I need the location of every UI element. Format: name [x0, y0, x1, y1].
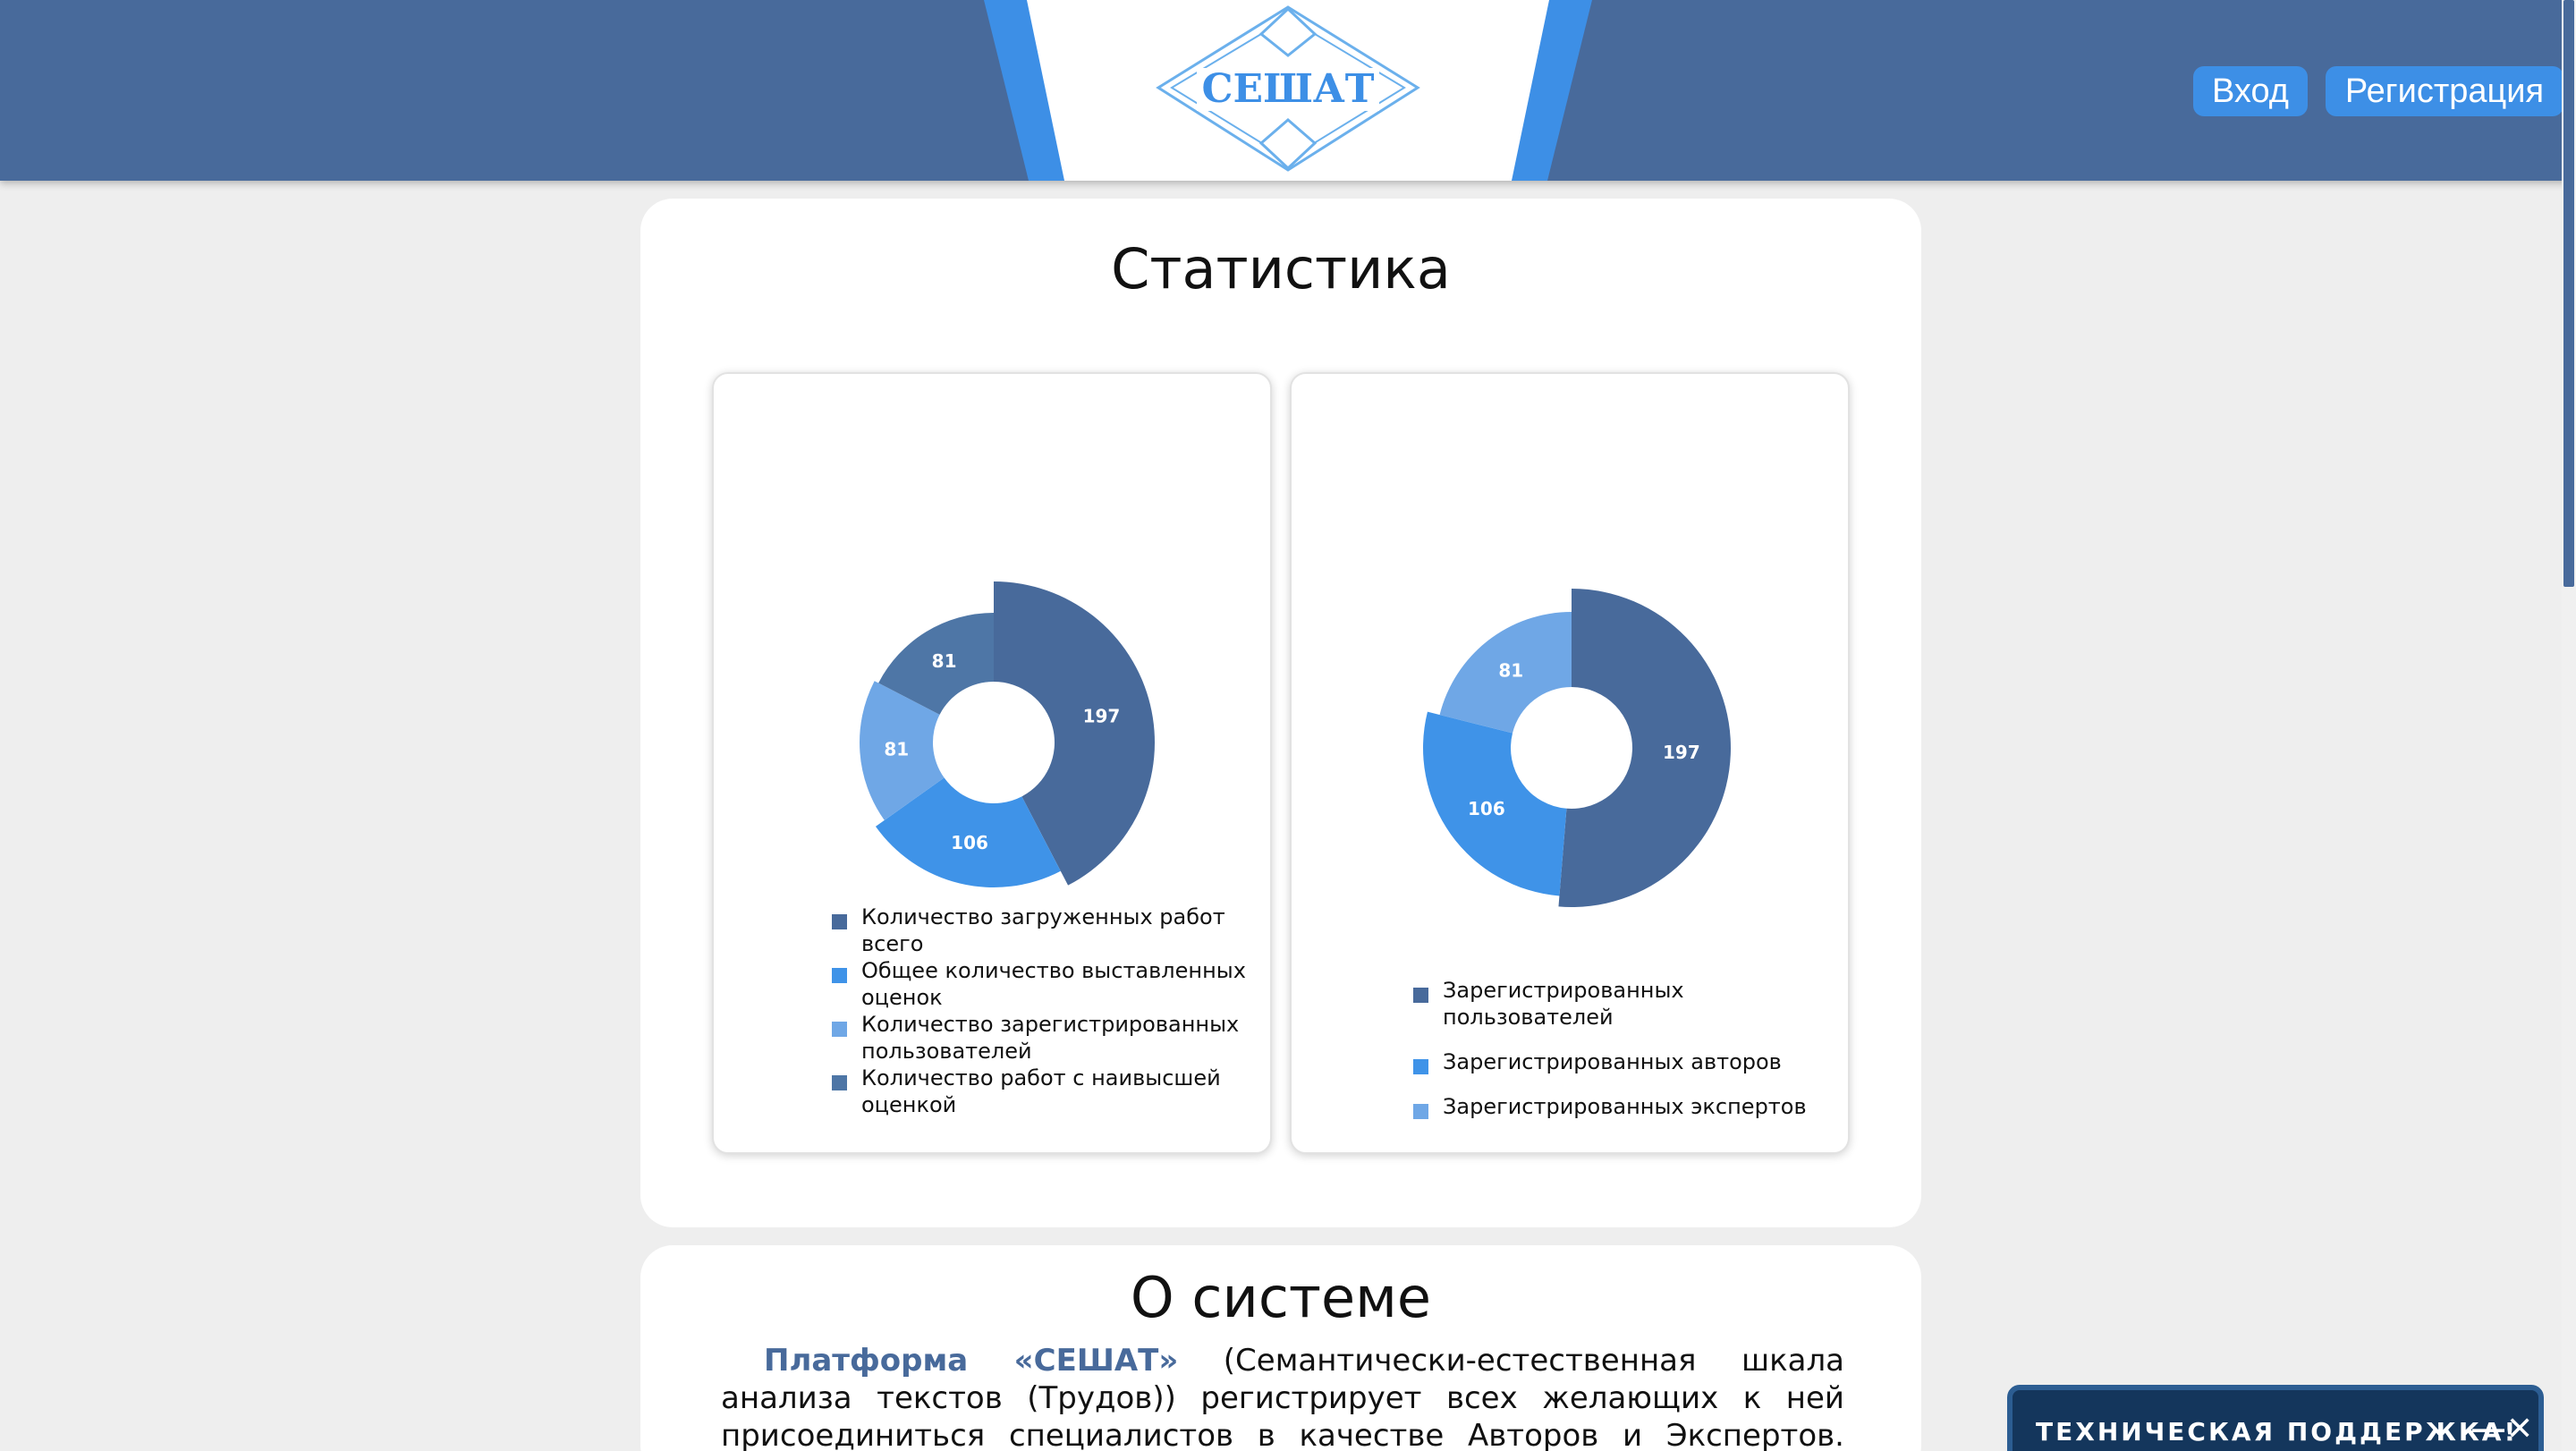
legend-swatch	[1413, 1059, 1428, 1074]
legend-item[interactable]: Зарегистрированных авторов	[1413, 1048, 1825, 1075]
chart-works: 197 106 81 81	[860, 581, 1155, 887]
legend-swatch	[832, 968, 847, 983]
pie-slice[interactable]	[1423, 711, 1567, 896]
pie-slice[interactable]	[1558, 589, 1731, 907]
login-button[interactable]: Вход	[2193, 66, 2308, 116]
slice-value-label: 197	[1663, 742, 1700, 763]
about-brand: Платформа «СЕШАТ»	[764, 1343, 1179, 1379]
pie-slice[interactable]	[1439, 612, 1572, 734]
legend-swatch	[832, 1075, 847, 1090]
legend-item[interactable]: Зарегистрированных пользователей	[1413, 977, 1825, 1031]
support-widget[interactable]: ТЕХНИЧЕСКАЯ ПОДДЕРЖКА! — ✕	[2007, 1385, 2544, 1451]
legend-label: Зарегистрированных экспертов	[1443, 1094, 1807, 1119]
register-button[interactable]: Регистрация	[2326, 66, 2563, 116]
slice-value-label: 197	[1083, 706, 1121, 727]
chart-works-legend: Количество загруженных работ всего Общее …	[832, 904, 1252, 1118]
about-body: (Семантически-естественная шкала анализа…	[721, 1343, 1845, 1451]
legend-item[interactable]: Количество работ с наивысшей оценкой	[832, 1065, 1252, 1118]
legend-swatch	[832, 914, 847, 929]
logo-text: СЕШАТ	[1202, 66, 1375, 112]
legend-item[interactable]: Количество зарегистрированных пользовате…	[832, 1011, 1252, 1065]
legend-label: Общее количество выставленных оценок	[861, 958, 1246, 1010]
chart-users: 197 106 81	[1423, 589, 1731, 907]
slice-value-label: 81	[884, 739, 909, 760]
legend-swatch	[1413, 988, 1428, 1003]
legend-label: Зарегистрированных авторов	[1443, 1049, 1782, 1074]
legend-swatch	[1413, 1104, 1428, 1119]
slice-value-label: 106	[951, 832, 988, 853]
legend-label: Количество загруженных работ всего	[861, 904, 1225, 956]
close-icon[interactable]: ✕	[2506, 1410, 2534, 1447]
stats-title: Статистика	[1111, 236, 1451, 301]
support-label[interactable]: ТЕХНИЧЕСКАЯ ПОДДЕРЖКА!	[2036, 1417, 2519, 1447]
top-header: СЕШАТ Вход Регистрация	[0, 0, 2576, 181]
pie-slice[interactable]	[994, 581, 1155, 886]
stats-card: Статистика 197 106 81 81 Количество загруже…	[640, 199, 1921, 1227]
slice-value-label: 81	[1498, 659, 1523, 681]
pie-slice[interactable]	[878, 613, 994, 715]
legend-swatch	[832, 1022, 847, 1037]
slice-value-label: 106	[1468, 798, 1505, 819]
about-title: О системе	[1130, 1265, 1432, 1330]
pie-slice[interactable]	[860, 681, 945, 820]
legend-item[interactable]: Общее количество выставленных оценок	[832, 957, 1252, 1011]
minimize-icon[interactable]: —	[2472, 1410, 2504, 1447]
chart-panel-works: 197 106 81 81 Количество загруженных работ …	[712, 372, 1272, 1154]
legend-item[interactable]: Количество загруженных работ всего	[832, 904, 1252, 957]
header-logo-banner: СЕШАТ	[984, 0, 1592, 181]
chart-panel-users: 197 106 81 Зарегистрированных пользователе…	[1290, 372, 1850, 1154]
about-text: Платформа «СЕШАТ» (Семантически-естестве…	[721, 1342, 1844, 1451]
about-card: О системе Платформа «СЕШАТ» (Семантическ…	[640, 1245, 1921, 1451]
legend-label: Количество зарегистрированных пользовате…	[861, 1012, 1240, 1064]
legend-label: Зарегистрированных пользователей	[1443, 978, 1684, 1030]
pie-slice[interactable]	[875, 777, 1061, 887]
legend-label: Количество работ с наивысшей оценкой	[861, 1065, 1221, 1117]
chart-users-legend: Зарегистрированных пользователей Зарегист…	[1413, 977, 1825, 1138]
logo-emblem[interactable]: СЕШАТ	[1156, 5, 1420, 172]
slice-value-label: 81	[932, 650, 957, 672]
scrollbar-thumb[interactable]	[2563, 0, 2574, 587]
legend-item[interactable]: Зарегистрированных экспертов	[1413, 1093, 1825, 1120]
